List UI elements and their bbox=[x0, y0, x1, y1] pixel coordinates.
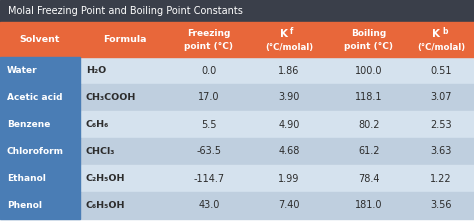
Text: 78.4: 78.4 bbox=[358, 173, 380, 183]
Text: -63.5: -63.5 bbox=[197, 147, 221, 156]
Text: 0.51: 0.51 bbox=[430, 65, 452, 76]
Text: Benzene: Benzene bbox=[7, 120, 50, 129]
Text: 5.5: 5.5 bbox=[201, 120, 217, 130]
Text: CH₃COOH: CH₃COOH bbox=[86, 93, 137, 102]
Bar bbox=[0, 57, 474, 84]
Text: C₆H₅OH: C₆H₅OH bbox=[86, 201, 126, 210]
Text: H₂O: H₂O bbox=[86, 66, 106, 75]
Bar bbox=[0, 165, 80, 192]
Text: 1.86: 1.86 bbox=[278, 65, 300, 76]
Text: 100.0: 100.0 bbox=[355, 65, 383, 76]
Bar bbox=[0, 84, 80, 111]
Text: 3.56: 3.56 bbox=[430, 200, 452, 210]
Text: -114.7: -114.7 bbox=[193, 173, 225, 183]
Text: Formula: Formula bbox=[103, 35, 147, 44]
Text: 1.22: 1.22 bbox=[430, 173, 452, 183]
Text: 3.63: 3.63 bbox=[430, 147, 452, 156]
Bar bbox=[0, 0, 474, 22]
Bar bbox=[0, 111, 80, 138]
Bar bbox=[0, 111, 474, 138]
Text: C₂H₅OH: C₂H₅OH bbox=[86, 174, 126, 183]
Text: Ethanol: Ethanol bbox=[7, 174, 46, 183]
Bar bbox=[0, 22, 474, 57]
Text: C₆H₆: C₆H₆ bbox=[86, 120, 109, 129]
Text: 181.0: 181.0 bbox=[355, 200, 383, 210]
Text: point (°C): point (°C) bbox=[345, 42, 393, 51]
Text: Freezing: Freezing bbox=[187, 29, 231, 38]
Text: point (°C): point (°C) bbox=[184, 42, 234, 51]
Text: (°C/molal): (°C/molal) bbox=[265, 43, 313, 52]
Text: K: K bbox=[432, 29, 440, 39]
Text: 80.2: 80.2 bbox=[358, 120, 380, 130]
Text: Phenol: Phenol bbox=[7, 201, 42, 210]
Text: CHCl₃: CHCl₃ bbox=[86, 147, 115, 156]
Text: K: K bbox=[280, 29, 288, 39]
Bar bbox=[0, 57, 80, 84]
Text: 3.07: 3.07 bbox=[430, 93, 452, 103]
Text: f: f bbox=[290, 27, 293, 36]
Text: 2.53: 2.53 bbox=[430, 120, 452, 130]
Bar bbox=[0, 192, 474, 219]
Text: 4.90: 4.90 bbox=[278, 120, 300, 130]
Text: Boiling: Boiling bbox=[351, 29, 387, 38]
Bar bbox=[0, 138, 474, 165]
Text: 3.90: 3.90 bbox=[278, 93, 300, 103]
Text: 61.2: 61.2 bbox=[358, 147, 380, 156]
Bar bbox=[0, 84, 474, 111]
Text: 17.0: 17.0 bbox=[198, 93, 220, 103]
Text: Solvent: Solvent bbox=[20, 35, 60, 44]
Text: 7.40: 7.40 bbox=[278, 200, 300, 210]
Text: Molal Freezing Point and Boiling Point Constants: Molal Freezing Point and Boiling Point C… bbox=[8, 6, 243, 16]
Text: 4.68: 4.68 bbox=[278, 147, 300, 156]
Bar bbox=[0, 165, 474, 192]
Text: (°C/molal): (°C/molal) bbox=[417, 43, 465, 52]
Text: 1.99: 1.99 bbox=[278, 173, 300, 183]
Bar bbox=[0, 138, 80, 165]
Text: 0.0: 0.0 bbox=[201, 65, 217, 76]
Text: Chloroform: Chloroform bbox=[7, 147, 64, 156]
Bar bbox=[0, 192, 80, 219]
Text: Water: Water bbox=[7, 66, 37, 75]
Text: Acetic acid: Acetic acid bbox=[7, 93, 63, 102]
Text: 118.1: 118.1 bbox=[355, 93, 383, 103]
Text: b: b bbox=[442, 27, 447, 36]
Text: 43.0: 43.0 bbox=[198, 200, 219, 210]
